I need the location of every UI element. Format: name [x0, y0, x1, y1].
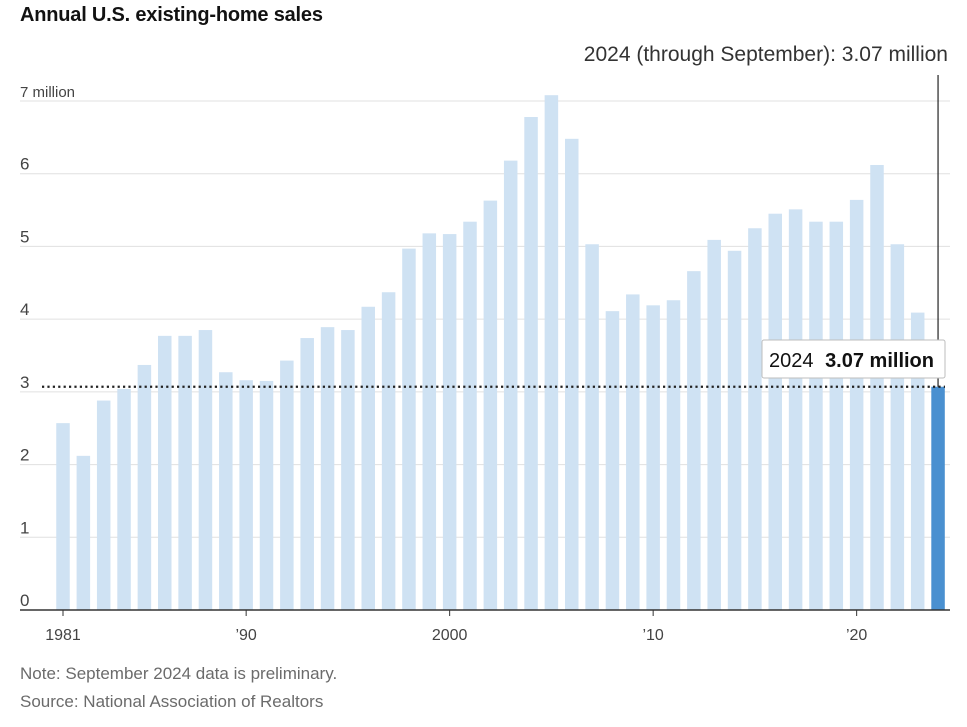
- annotation-text: 2024 (through September): 3.07 million: [584, 43, 948, 66]
- x-tick-label: ’90: [235, 627, 256, 644]
- x-axis: [20, 609, 950, 616]
- bar: [280, 360, 294, 610]
- bar: [565, 138, 579, 610]
- y-tick-label: 6: [20, 155, 29, 174]
- bar: [117, 388, 131, 610]
- bar: [626, 294, 640, 610]
- bar: [605, 311, 620, 610]
- annotations: 2024 (through September): 3.07 million 2…: [42, 43, 948, 388]
- bar: [483, 200, 498, 610]
- bar: [809, 221, 823, 610]
- highlight-bar: [931, 386, 945, 610]
- bar: [381, 292, 396, 610]
- bar: [890, 244, 905, 611]
- bar: [788, 209, 803, 610]
- bar: [239, 380, 253, 610]
- bar: [198, 330, 213, 610]
- y-tick-label: 7 million: [20, 84, 75, 101]
- bar: [910, 312, 925, 610]
- bar: [422, 233, 437, 610]
- bar: [178, 335, 192, 610]
- bar: [300, 338, 314, 610]
- bar: [687, 271, 701, 610]
- bar: [748, 228, 762, 610]
- bar: [707, 239, 721, 611]
- bar: [544, 95, 559, 610]
- callout-box: [761, 339, 946, 379]
- chart-source: Source: National Association of Realtors: [20, 692, 324, 711]
- bar: [341, 330, 355, 610]
- y-tick-label: 2: [20, 446, 29, 465]
- bar: [402, 248, 416, 611]
- bar: [666, 300, 681, 610]
- x-tick-label: 1981: [45, 627, 81, 644]
- bar: [56, 423, 70, 610]
- bar: [503, 160, 518, 610]
- bar: [524, 116, 538, 611]
- bar: [320, 327, 335, 610]
- chart-title: Annual U.S. existing-home sales: [20, 4, 323, 26]
- bar: [849, 199, 864, 611]
- bars: [56, 95, 945, 611]
- chart-note: Note: September 2024 data is preliminary…: [20, 664, 338, 683]
- x-tick-label: ’10: [642, 627, 663, 644]
- bar: [219, 372, 233, 610]
- bar: [361, 306, 375, 610]
- bar-chart: 0 1 2 3 4 5 6 7 million 1981 ’90 2000 ’10 ’20 2024 …: [20, 43, 950, 644]
- bar: [463, 221, 477, 610]
- bar: [137, 364, 152, 610]
- bar: [442, 234, 457, 610]
- y-tick-label: 0: [20, 591, 29, 610]
- bar: [768, 213, 782, 610]
- bar: [829, 221, 844, 610]
- x-tick-label: ’20: [846, 627, 867, 644]
- x-axis-labels: 1981 ’90 2000 ’10 ’20: [45, 627, 867, 644]
- bar: [870, 164, 884, 610]
- callout-year: 2024: [769, 350, 814, 372]
- bar: [585, 244, 599, 611]
- y-tick-label: 3: [20, 373, 29, 392]
- callout-value: 3.07 million: [825, 350, 934, 372]
- bar: [646, 305, 660, 610]
- y-tick-label: 1: [20, 518, 29, 537]
- x-tick-label: 2000: [432, 627, 468, 644]
- y-tick-label: 5: [20, 227, 29, 246]
- bar: [96, 400, 111, 610]
- bar: [158, 335, 172, 610]
- bar: [76, 455, 91, 610]
- callout-label: 2024 3.07 million: [769, 350, 934, 372]
- y-tick-label: 4: [20, 300, 29, 319]
- bar: [727, 250, 742, 610]
- bar: [259, 380, 274, 610]
- y-axis-labels: 0 1 2 3 4 5 6 7 million: [20, 84, 75, 610]
